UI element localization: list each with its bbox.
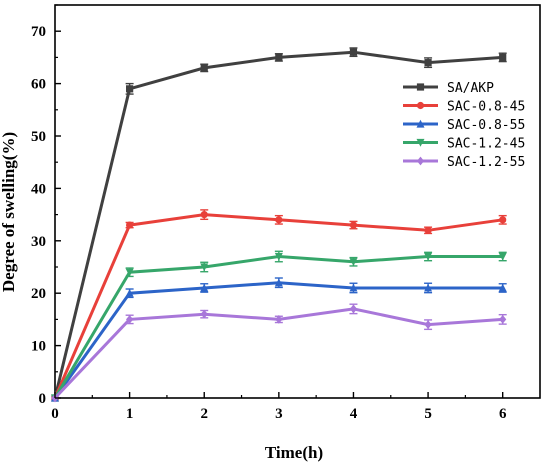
data-point: [349, 258, 358, 266]
x-tick-label: 0: [51, 406, 59, 422]
series-4: [51, 303, 507, 403]
y-axis-title: Degree of swelling(%): [0, 132, 18, 292]
series-3: [51, 250, 507, 403]
data-point: [424, 283, 433, 292]
legend-marker: [416, 119, 425, 128]
legend-marker: [416, 83, 425, 91]
data-point: [424, 252, 433, 261]
data-point: [200, 283, 209, 292]
legend-label: SA/AKP: [447, 81, 494, 96]
x-tick-label: 3: [275, 406, 283, 422]
series-2: [51, 277, 507, 402]
legend-item-1: SAC-0.8-45: [403, 100, 525, 115]
x-tick-label: 1: [126, 406, 134, 422]
legend-item-0: SA/AKP: [403, 81, 494, 96]
legend-item-3: SAC-1.2-45: [403, 137, 525, 152]
x-tick-label: 4: [350, 406, 358, 422]
x-tick-label: 2: [200, 406, 208, 422]
series-line: [53, 213, 503, 399]
data-point: [200, 211, 208, 219]
data-point: [349, 304, 358, 314]
legend-item-2: SAC-0.8-55: [403, 118, 525, 133]
legend-label: SAC-0.8-55: [447, 118, 525, 133]
legend-label: SAC-1.2-55: [447, 155, 525, 170]
data-point: [349, 221, 358, 229]
legend: SA/AKP SAC-0.8-45 SAC-0.8-55 SAC-1.2-45 SAC-…: [403, 81, 525, 170]
data-point: [274, 252, 283, 261]
data-point: [274, 278, 283, 287]
data-point: [125, 289, 134, 297]
data-point: [424, 59, 432, 67]
data-point: [275, 216, 283, 224]
data-point: [126, 315, 134, 324]
legend-marker: [416, 156, 425, 166]
y-tick-label: 50: [31, 129, 46, 145]
x-tick-label: 6: [499, 406, 507, 422]
data-point: [424, 320, 432, 330]
data-point: [125, 268, 134, 277]
legend-marker: [416, 138, 425, 147]
data-point: [126, 221, 134, 229]
y-tick-label: 70: [31, 24, 46, 40]
data-point: [275, 53, 283, 61]
series-0: [51, 47, 507, 402]
y-tick-label: 60: [31, 77, 46, 93]
legend-label: SAC-1.2-45: [447, 137, 525, 152]
y-tick-label: 40: [31, 181, 46, 197]
y-tick-label: 20: [31, 286, 46, 302]
data-point: [499, 53, 507, 61]
data-point: [275, 315, 283, 324]
data-point: [499, 216, 507, 224]
data-point: [126, 85, 134, 93]
data-point: [200, 64, 208, 72]
legend-label: SAC-0.8-45: [447, 100, 525, 115]
data-point: [424, 226, 432, 234]
legend-item-4: SAC-1.2-55: [403, 155, 525, 170]
x-tick-label: 5: [424, 406, 432, 422]
y-tick-label: 0: [39, 391, 47, 407]
plot-border: [54, 4, 541, 399]
data-point: [498, 252, 507, 261]
x-axis-title: Time(h): [265, 443, 323, 462]
y-tick-label: 30: [31, 234, 46, 250]
data-point: [498, 283, 507, 292]
data-point: [200, 263, 209, 272]
data-point: [349, 283, 358, 292]
data-point: [200, 309, 208, 319]
y-tick-label: 10: [31, 339, 46, 355]
plot-frame: [54, 4, 541, 399]
data-point: [349, 48, 358, 56]
data-point: [499, 315, 507, 324]
series-layer: [51, 47, 507, 403]
series-line: [53, 281, 503, 399]
legend-marker: [416, 101, 425, 110]
